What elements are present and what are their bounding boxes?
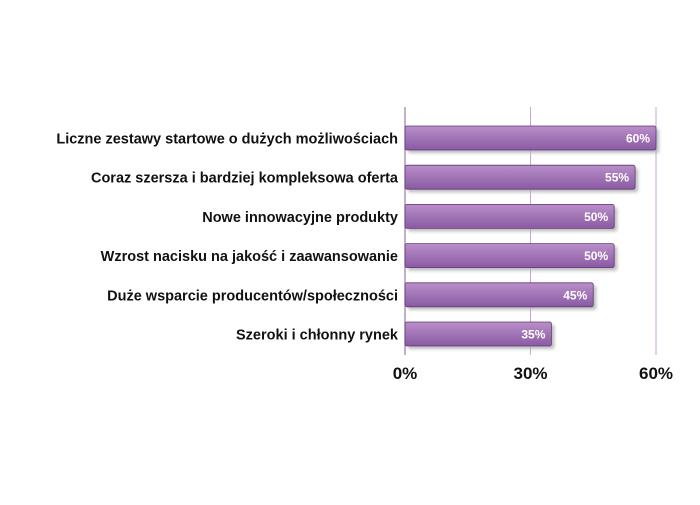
category-labels: Liczne zestawy startowe o dużych możliwo…: [56, 132, 399, 344]
bar-value-label: 50%: [584, 249, 608, 263]
bar: [404, 282, 594, 308]
bar-value-label: 50%: [584, 210, 608, 224]
category-label: Coraz szersza i bardziej kompleksowa ofe…: [91, 171, 399, 187]
x-tick-label: 0%: [393, 364, 418, 383]
x-tick-label: 60%: [639, 364, 673, 383]
bar-value-label: 45%: [563, 288, 587, 302]
category-label: Liczne zestawy startowe o dużych możliwo…: [56, 132, 398, 148]
bar: [404, 164, 636, 190]
bar: [404, 203, 615, 229]
bar: [404, 125, 657, 151]
bar: [404, 243, 615, 269]
bar-value-label: 60%: [626, 132, 650, 146]
bars-layer: 60% 55% 50% 50% 45% 35%: [404, 125, 659, 349]
category-label: Duże wsparcie producentów/społeczności: [107, 288, 398, 304]
x-tick-label: 30%: [513, 364, 547, 383]
category-label: Szeroki i chłonny rynek: [236, 328, 399, 344]
bar: [404, 321, 552, 347]
bar-value-label: 55%: [605, 171, 629, 185]
x-axis-ticks: 0% 30% 60%: [393, 364, 673, 383]
category-label: Nowe innowacyjne produkty: [202, 210, 398, 226]
bar-value-label: 35%: [521, 328, 545, 342]
category-label: Wzrost nacisku na jakość i zaawansowanie: [101, 249, 398, 265]
